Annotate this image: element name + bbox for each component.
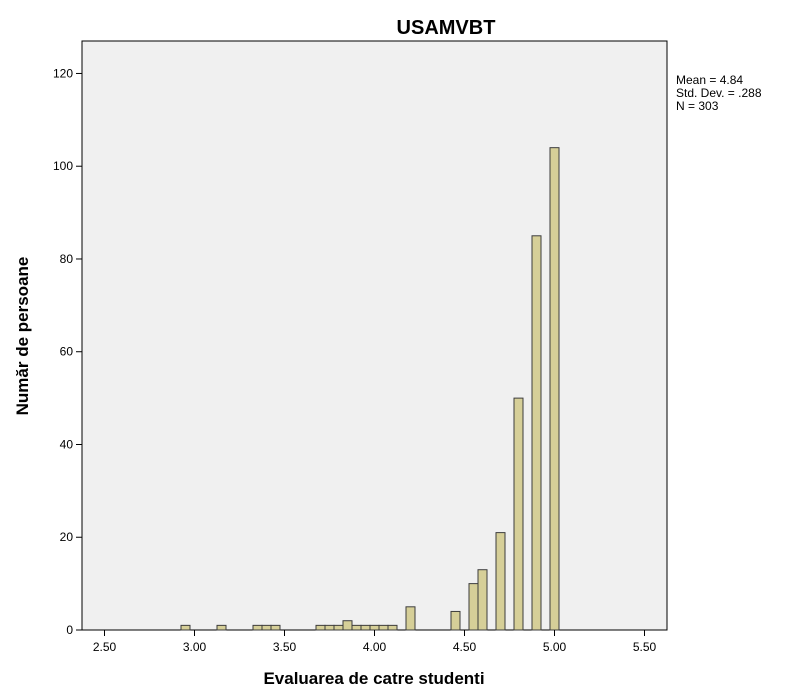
stats-line: Std. Dev. = .288 <box>676 86 762 100</box>
histogram-bar <box>468 583 479 631</box>
histogram-bar <box>531 235 542 631</box>
histogram-bar <box>180 624 191 631</box>
x-tick-label: 5.00 <box>543 640 567 654</box>
histogram-bar <box>549 147 560 631</box>
histogram-bar <box>405 606 416 631</box>
x-tick-label: 5.50 <box>633 640 657 654</box>
y-tick-label: 0 <box>66 623 73 637</box>
histogram-bar <box>387 624 398 631</box>
y-tick-label: 60 <box>60 345 74 359</box>
y-tick-label: 40 <box>60 437 74 451</box>
histogram-bar <box>261 624 272 631</box>
histogram-bar <box>270 624 281 631</box>
histogram-bar <box>477 569 488 631</box>
y-tick-label: 100 <box>53 159 73 173</box>
stats-line: N = 303 <box>676 99 719 113</box>
histogram-bar <box>315 624 326 631</box>
histogram-bar <box>450 610 461 631</box>
histogram-bar <box>351 624 362 631</box>
y-tick-label: 20 <box>60 530 74 544</box>
x-tick-label: 3.00 <box>183 640 207 654</box>
y-axis: 0 20 40 60 80 100 120 <box>53 66 82 637</box>
y-tick-label: 80 <box>60 252 74 266</box>
y-axis-title: Număr de persoane <box>13 257 32 416</box>
histogram-bar <box>495 532 506 631</box>
x-axis-title: Evaluarea de catre studenti <box>263 669 484 688</box>
stats-line: Mean = 4.84 <box>676 73 743 87</box>
plot-area <box>81 40 668 631</box>
histogram-bar <box>216 624 227 631</box>
y-tick-label: 120 <box>53 66 73 80</box>
x-axis: 2.50 3.00 3.50 4.00 4.50 5.00 5.50 <box>93 630 657 654</box>
histogram-bar <box>378 624 389 631</box>
x-tick-label: 4.00 <box>363 640 387 654</box>
histogram-bar <box>360 624 371 631</box>
x-tick-label: 2.50 <box>93 640 117 654</box>
histogram-bar <box>252 624 263 631</box>
chart-title: USAMVBT <box>397 17 496 39</box>
histogram-bar <box>369 624 380 631</box>
x-tick-label: 4.50 <box>453 640 477 654</box>
bars-layer <box>180 147 560 631</box>
histogram-bar <box>342 620 353 631</box>
histogram-bar <box>324 624 335 631</box>
x-tick-label: 3.50 <box>273 640 297 654</box>
histogram-bar <box>333 624 344 631</box>
histogram-bar <box>513 397 524 631</box>
